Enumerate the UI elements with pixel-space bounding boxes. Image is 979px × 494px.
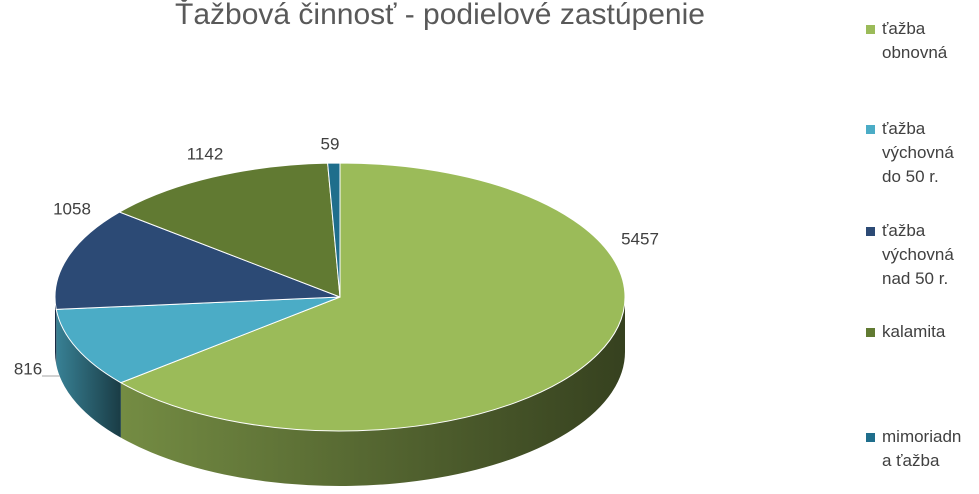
legend-marker: [866, 433, 875, 442]
data-label: 59: [321, 134, 340, 153]
pie-slice: [54, 211, 341, 310]
pie-slice: [55, 296, 341, 384]
pie-slice: [327, 162, 341, 298]
legend-label: ťažba výchovná nad 50 r.: [882, 221, 954, 288]
legend-label: ťažba obnovná: [882, 19, 948, 62]
data-label: 816: [14, 359, 42, 378]
pie-slice: [119, 162, 626, 432]
data-label: 5457: [621, 229, 659, 248]
pie-slice-side: [55, 297, 57, 365]
data-label: 1142: [187, 144, 224, 163]
legend-marker: [866, 125, 875, 134]
pie-slice: [118, 162, 341, 298]
pie-slice-side: [120, 297, 626, 486]
pie-slice-side: [56, 309, 121, 438]
legend-marker: [866, 328, 875, 337]
chart-title: Ťažbová činnosť - podielové zastúpenie: [175, 0, 705, 31]
data-label: 1058: [53, 199, 91, 218]
legend-marker: [866, 25, 875, 34]
legend-label: kalamita: [882, 322, 946, 341]
legend-label: mimoriadn a ťažba: [882, 427, 961, 470]
legend-marker: [866, 227, 875, 236]
legend-label: ťažba výchovná do 50 r.: [882, 119, 954, 186]
